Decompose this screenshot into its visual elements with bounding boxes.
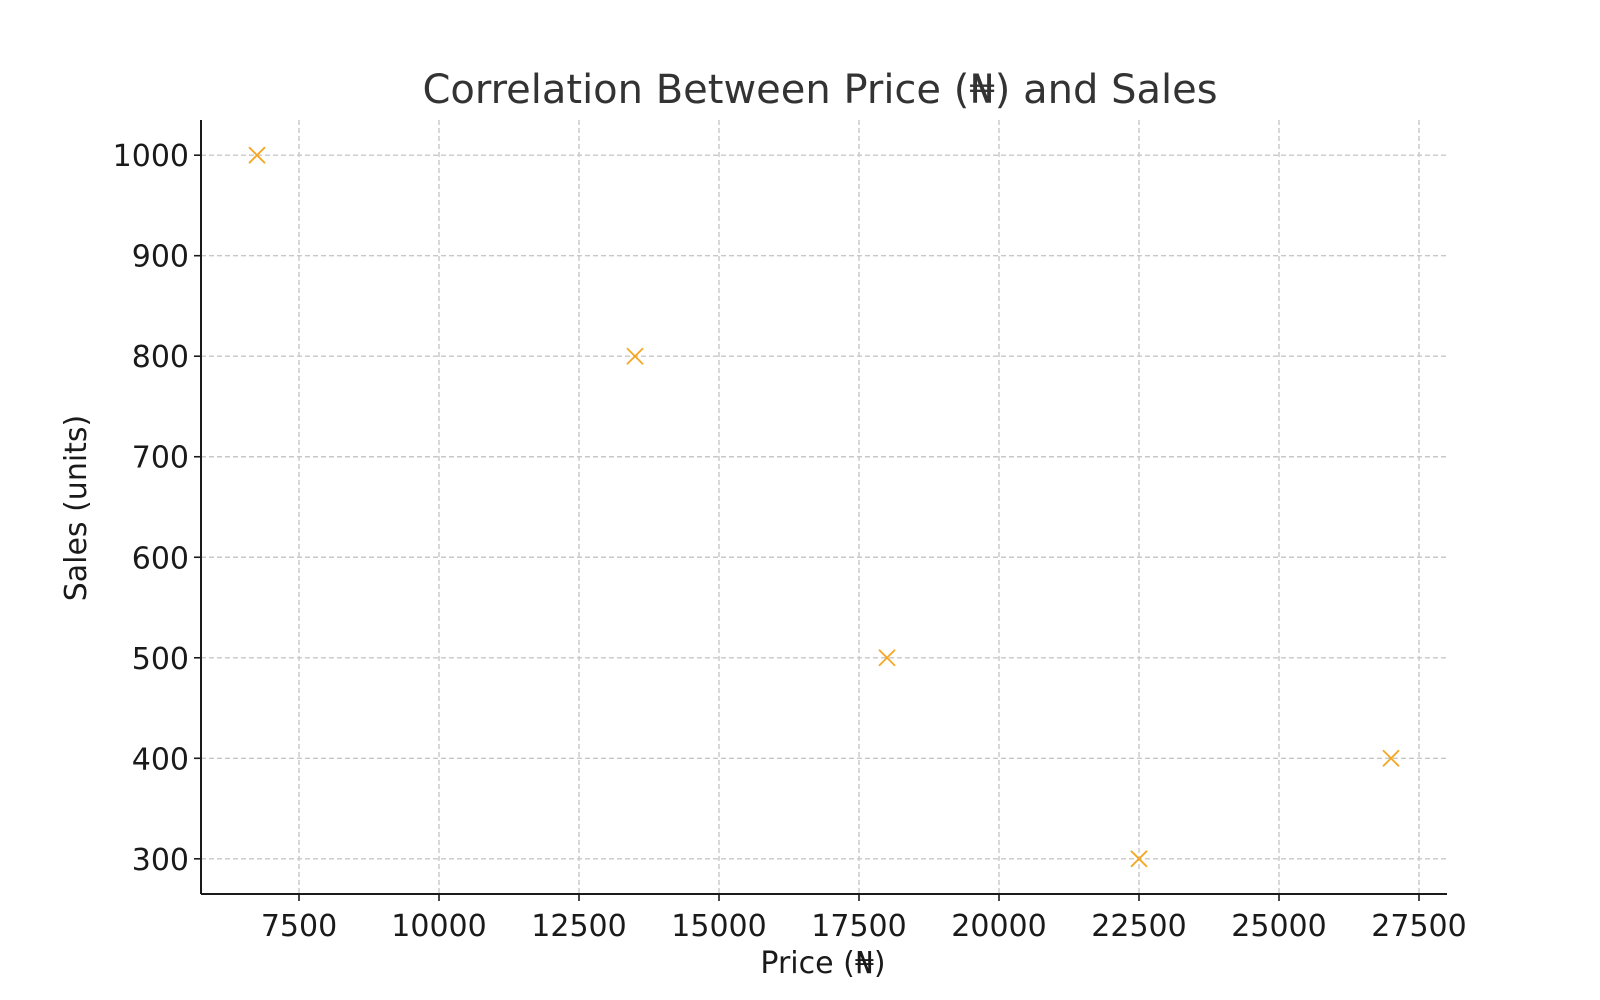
axes <box>200 120 1447 895</box>
x-tick-label: 12500 <box>531 909 626 944</box>
y-tick-label: 600 <box>132 541 189 576</box>
y-tick-label: 1000 <box>113 139 189 174</box>
x-tick-label: 10000 <box>391 909 486 944</box>
data-point <box>248 146 266 164</box>
x-ticks: 7500 10000 12500 15000 17500 20000 22500 25000 2… <box>261 894 1467 944</box>
y-tick-label: 700 <box>132 441 189 476</box>
x-tick-label: 22500 <box>1091 909 1186 944</box>
y-tick-label: 900 <box>132 240 189 275</box>
y-tick-label: 300 <box>132 843 189 878</box>
data-point <box>626 347 644 365</box>
x-tick-label: 17500 <box>811 909 906 944</box>
data-point <box>1382 749 1400 767</box>
x-tick-label: 7500 <box>261 909 337 944</box>
data-points <box>248 146 1400 868</box>
chart-title: Correlation Between Price (₦) and Sales <box>422 67 1217 113</box>
data-point <box>1130 850 1148 868</box>
data-point <box>878 649 896 667</box>
y-tick-label: 400 <box>132 742 189 777</box>
x-axis-label: Price (₦) <box>760 946 885 981</box>
x-tick-label: 25000 <box>1231 909 1326 944</box>
y-ticks: 300 400 500 600 700 800 900 1000 <box>113 139 201 878</box>
grid <box>201 120 1447 894</box>
y-tick-label: 800 <box>132 340 189 375</box>
y-axis-label: Sales (units) <box>59 415 94 602</box>
x-tick-label: 27500 <box>1371 909 1466 944</box>
x-tick-label: 15000 <box>671 909 766 944</box>
x-tick-label: 20000 <box>951 909 1046 944</box>
y-tick-label: 500 <box>132 642 189 677</box>
